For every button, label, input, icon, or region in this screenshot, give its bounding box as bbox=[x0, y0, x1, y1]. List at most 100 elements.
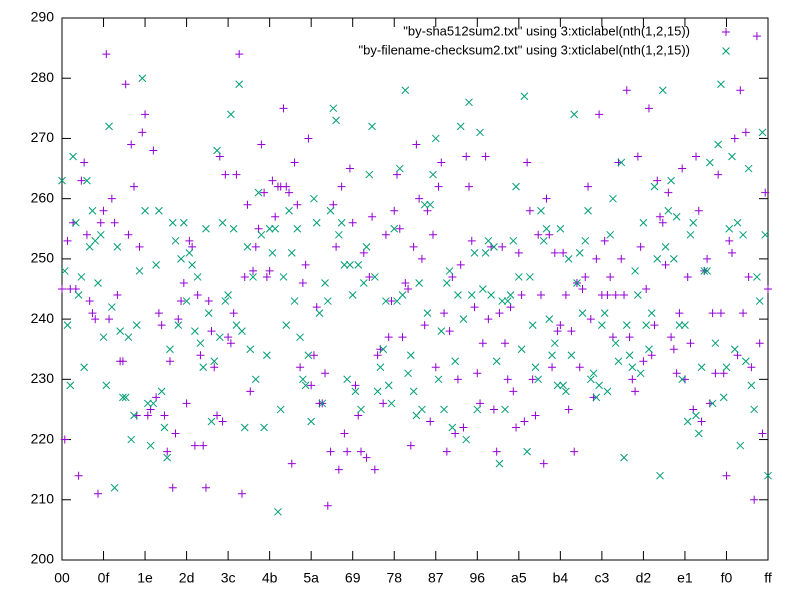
point bbox=[107, 194, 116, 203]
point bbox=[550, 248, 559, 257]
point bbox=[628, 375, 637, 384]
point bbox=[232, 170, 241, 179]
point bbox=[276, 405, 285, 414]
point bbox=[437, 158, 446, 167]
point bbox=[138, 128, 147, 137]
point bbox=[74, 471, 83, 480]
point bbox=[74, 291, 83, 299]
point bbox=[376, 363, 385, 372]
point bbox=[717, 80, 725, 89]
point bbox=[168, 218, 177, 227]
point bbox=[459, 315, 468, 323]
point bbox=[285, 188, 294, 197]
point bbox=[741, 357, 750, 366]
point bbox=[752, 32, 761, 41]
point bbox=[645, 345, 653, 354]
x-tick-label: 3c bbox=[221, 570, 236, 586]
point bbox=[556, 224, 565, 233]
point bbox=[741, 128, 750, 137]
point bbox=[531, 363, 540, 372]
point bbox=[644, 104, 653, 113]
point bbox=[323, 297, 332, 305]
point bbox=[218, 417, 227, 426]
point bbox=[683, 272, 692, 281]
point bbox=[730, 345, 739, 354]
point bbox=[545, 315, 554, 323]
point bbox=[165, 357, 174, 366]
point bbox=[207, 417, 216, 426]
point bbox=[274, 507, 282, 516]
x-tick-label: 0f bbox=[98, 570, 110, 586]
point bbox=[135, 242, 144, 251]
point bbox=[210, 357, 219, 366]
point bbox=[542, 194, 551, 203]
point bbox=[467, 236, 476, 245]
point bbox=[473, 369, 482, 378]
point bbox=[603, 291, 612, 300]
x-tick-label: f0 bbox=[721, 570, 733, 586]
point bbox=[501, 405, 509, 414]
point bbox=[703, 267, 711, 275]
point bbox=[728, 248, 737, 257]
point bbox=[672, 212, 681, 221]
point bbox=[445, 267, 454, 275]
point bbox=[523, 447, 531, 456]
point bbox=[143, 399, 152, 408]
point bbox=[573, 279, 581, 287]
point bbox=[730, 134, 739, 143]
point bbox=[379, 399, 388, 408]
point bbox=[564, 405, 573, 414]
point bbox=[343, 447, 352, 456]
point bbox=[163, 453, 172, 462]
point bbox=[506, 291, 515, 299]
point bbox=[199, 363, 208, 372]
point bbox=[426, 417, 435, 426]
point bbox=[362, 453, 371, 462]
point bbox=[755, 339, 764, 348]
point bbox=[606, 230, 615, 239]
point bbox=[149, 399, 158, 408]
point bbox=[66, 381, 75, 390]
x-tick-label: 4b bbox=[262, 570, 278, 586]
point bbox=[185, 236, 194, 245]
point bbox=[440, 309, 449, 318]
point bbox=[307, 381, 316, 390]
point bbox=[462, 435, 471, 444]
point bbox=[398, 291, 407, 299]
point bbox=[155, 206, 163, 215]
point bbox=[368, 122, 376, 131]
point bbox=[534, 230, 543, 239]
point bbox=[257, 140, 266, 149]
point bbox=[268, 176, 277, 185]
point bbox=[401, 278, 410, 287]
point bbox=[617, 158, 626, 167]
point bbox=[744, 272, 753, 281]
point bbox=[708, 309, 717, 318]
point bbox=[454, 291, 462, 299]
point bbox=[312, 218, 321, 227]
point bbox=[174, 315, 183, 324]
point bbox=[658, 218, 667, 227]
point bbox=[229, 224, 238, 233]
point bbox=[119, 393, 127, 402]
point bbox=[254, 188, 263, 197]
point bbox=[88, 206, 97, 215]
point bbox=[642, 285, 651, 293]
point bbox=[179, 278, 188, 287]
point bbox=[157, 387, 166, 396]
point bbox=[492, 357, 501, 366]
point bbox=[326, 206, 335, 215]
point bbox=[298, 278, 307, 287]
point bbox=[240, 272, 249, 281]
point bbox=[481, 152, 490, 161]
point bbox=[401, 86, 410, 95]
point bbox=[260, 423, 268, 432]
point bbox=[60, 435, 69, 444]
point bbox=[91, 315, 100, 324]
point bbox=[581, 236, 590, 245]
point bbox=[620, 453, 628, 462]
point bbox=[586, 375, 595, 384]
y-tick-label: 200 bbox=[31, 551, 55, 567]
point bbox=[747, 363, 756, 372]
point bbox=[575, 363, 584, 372]
